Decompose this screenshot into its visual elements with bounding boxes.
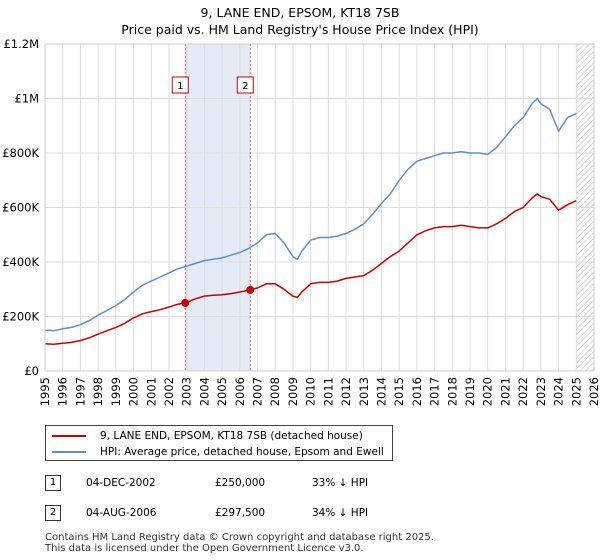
sale-point bbox=[246, 285, 255, 294]
legend-label-hpi: HPI: Average price, detached house, Epso… bbox=[100, 446, 384, 458]
property-price-line bbox=[44, 193, 577, 346]
y-tick-label: £600K bbox=[2, 201, 39, 215]
transaction-date: 04-AUG-2006 bbox=[86, 507, 157, 519]
sale-label-frame bbox=[171, 76, 189, 94]
x-tick-label: 2017 bbox=[428, 377, 442, 406]
x-tick-label: 2004 bbox=[197, 377, 211, 406]
transaction-date: 04-DEC-2002 bbox=[86, 477, 156, 489]
footer-licence: This data is licensed under the Open Gov… bbox=[45, 543, 364, 554]
x-tick-label: 2001 bbox=[144, 377, 158, 406]
x-tick-label: 2023 bbox=[534, 377, 548, 406]
sale-label-number: 2 bbox=[242, 81, 248, 92]
sale-label-box: 2 bbox=[236, 76, 254, 94]
price-chart: 1 2 £0 £200K £400K £600K £800K £1M £1.2M 1995 1996… bbox=[2, 37, 600, 406]
x-tick-label: 2009 bbox=[286, 377, 300, 406]
x-tick-label: 2008 bbox=[268, 377, 282, 406]
chart-subtitle: Price paid vs. HM Land Registry's House … bbox=[121, 22, 479, 37]
chart-legend: 9, LANE END, EPSOM, KT18 7SB (detached h… bbox=[45, 425, 393, 461]
x-tick-label: 2015 bbox=[392, 377, 406, 406]
sale-label-box: 1 bbox=[171, 76, 189, 94]
legend-swatch-property bbox=[52, 435, 86, 437]
y-tick-label: £0 bbox=[24, 364, 39, 378]
x-tick-label: 2007 bbox=[251, 377, 265, 406]
transaction-hpi-diff: 33% ↓ HPI bbox=[312, 477, 369, 489]
y-tick-label: £800K bbox=[2, 146, 39, 160]
sale-label-number: 1 bbox=[177, 81, 183, 92]
y-tick-label: £1.2M bbox=[3, 37, 39, 51]
x-tick-label: 2022 bbox=[516, 377, 530, 406]
legend-swatch-hpi bbox=[52, 451, 86, 453]
x-tick-label: 2000 bbox=[127, 377, 141, 406]
y-tick-label: £400K bbox=[2, 255, 39, 269]
transaction-marker: 1 bbox=[45, 475, 61, 491]
x-tick-label: 1995 bbox=[38, 377, 52, 406]
sale-point bbox=[181, 298, 190, 307]
sale-label-frame bbox=[236, 76, 254, 94]
x-tick-label: 1996 bbox=[56, 377, 70, 406]
chart-title: 9, LANE END, EPSOM, KT18 7SB bbox=[200, 5, 400, 20]
x-tick-label: 2021 bbox=[498, 377, 512, 406]
transaction-price: £250,000 bbox=[215, 477, 266, 489]
legend-label-property: 9, LANE END, EPSOM, KT18 7SB (detached h… bbox=[100, 430, 363, 442]
footer-copyright: Contains HM Land Registry data © Crown c… bbox=[45, 532, 434, 543]
x-tick-label: 2025 bbox=[569, 377, 583, 406]
x-tick-label: 2016 bbox=[410, 377, 424, 406]
transaction-price: £297,500 bbox=[215, 507, 266, 519]
x-tick-label: 2018 bbox=[445, 377, 459, 406]
x-tick-label: 2026 bbox=[587, 377, 600, 406]
x-tick-label: 2014 bbox=[374, 377, 388, 406]
x-tick-label: 2011 bbox=[321, 377, 335, 406]
y-tick-label: £200K bbox=[2, 310, 39, 324]
transaction-hpi-diff: 34% ↓ HPI bbox=[312, 507, 369, 519]
x-tick-label: 2024 bbox=[552, 377, 566, 406]
x-tick-label: 2019 bbox=[463, 377, 477, 406]
x-tick-label: 2005 bbox=[215, 377, 229, 406]
plot-frame bbox=[44, 43, 595, 372]
x-tick-label: 1999 bbox=[109, 377, 123, 406]
x-tick-label: 1998 bbox=[91, 377, 105, 406]
x-tick-label: 2013 bbox=[357, 377, 371, 406]
hpi-line bbox=[44, 97, 577, 332]
y-tick-label: £1M bbox=[14, 92, 39, 106]
footer: Contains HM Land Registry data © Crown c… bbox=[45, 532, 434, 554]
x-tick-label: 2003 bbox=[180, 377, 194, 406]
x-tick-label: 2002 bbox=[162, 377, 176, 406]
x-tick-label: 2012 bbox=[339, 377, 353, 406]
transaction-marker: 2 bbox=[45, 505, 61, 521]
x-tick-label: 1997 bbox=[73, 377, 87, 406]
x-tick-label: 2020 bbox=[481, 377, 495, 406]
x-tick-label: 2010 bbox=[304, 377, 318, 406]
x-tick-label: 2006 bbox=[233, 377, 247, 406]
